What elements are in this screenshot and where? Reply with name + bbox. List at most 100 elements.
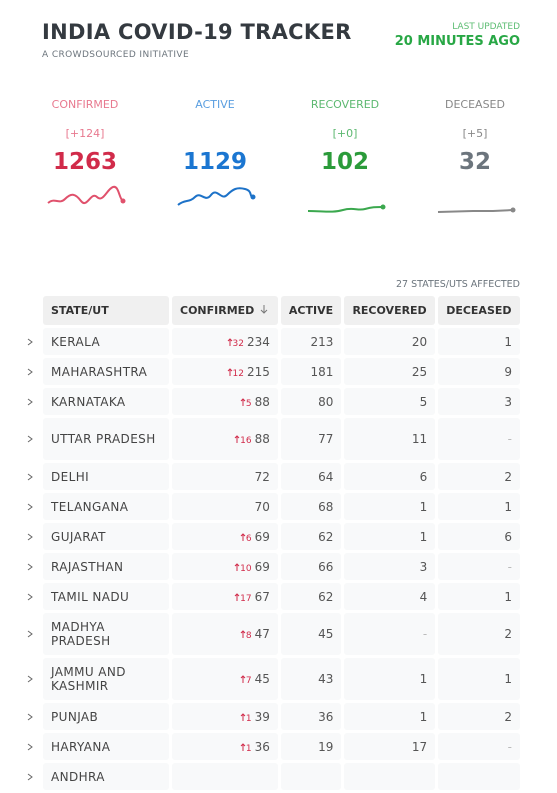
state-cell: KARNATAKA [27,388,169,415]
active-cell: 62 [280,583,342,610]
cell-value: 19 [318,739,334,754]
confirmed-cell: 1 36 [172,733,278,760]
summary-card: DECEASED [+5] 32 [410,98,540,217]
updated-label: LAST UPDATED [452,22,520,32]
delta-value: 1 [245,713,252,724]
delta: 16 [234,435,252,446]
sort-icon [260,305,268,314]
state-row: UTTAR PRADESH 16 88 77 11 - [27,418,520,460]
cell-value: 1 [419,672,428,686]
state-name: UTTAR PRADESH [51,432,156,446]
state-row: TELANGANA 70 68 1 1 [27,493,520,520]
delta: 5 [240,397,252,409]
up-arrow [240,712,246,721]
column-header: CONFIRMED [172,296,278,325]
cell-value: 3 [504,394,512,409]
cell-value: 1 [419,529,428,544]
state-row: JAMMU AND KASHMIR 7 45 43 1 1 [27,658,520,700]
delta-value: 17 [240,593,252,604]
active-cell: 36 [280,703,342,730]
confirmed-cell: 70 [172,493,278,520]
state-cell: RAJASTHAN [27,553,169,580]
confirmed-cell: 12 215 [172,358,278,385]
chevron [27,398,33,405]
state-cell: DELHI [27,463,169,490]
chevron [27,368,33,375]
expand-icon [27,630,33,638]
cell-value: 1 [504,589,512,604]
state-cell: JAMMU AND KASHMIR [27,658,169,700]
deceased-cell: 1 [438,658,520,700]
expand-icon [27,675,33,683]
state-name: TAMIL NADU [51,589,130,604]
delta-value: 16 [240,436,252,446]
card-label: RECOVERED [310,98,380,111]
cell-value: 70 [254,499,270,514]
cell-value: 3 [419,559,428,574]
arrow [234,592,240,601]
deceased-cell: 1 [438,493,520,520]
summary: CONFIRMED [+124] 1263 ACTIVE 1129 RECOVERED [+… [20,98,540,217]
active-cell: 43 [280,658,342,700]
up-arrow [240,675,246,683]
recovered-cell: 25 [344,358,436,385]
cell-value: 181 [310,364,334,379]
delta-value: 10 [240,563,252,574]
active-cell: 77 [280,418,342,460]
card-delta: [+5] [462,127,488,140]
cell-value: 66 [318,559,334,574]
cell-value: 45 [254,672,270,686]
arrow [240,675,246,683]
updated-value: 20 MINUTES AGO [394,34,520,49]
confirmed-cell: 32 234 [172,328,278,355]
state-name: MADHYA PRADESH [51,620,111,648]
chevron [27,503,33,510]
recovered-cell: 20 [344,328,436,355]
cell-value: - [422,627,428,641]
title: INDIA COVID-19 TRACKER [42,20,352,44]
chevron [27,473,33,480]
card-value: 1263 [52,149,117,175]
card-label: CONFIRMED [51,98,119,111]
cell-value: 20 [411,334,428,349]
cell-value: 62 [318,529,334,544]
cell-value: 2 [504,469,512,484]
deceased-cell: 1 [438,328,520,355]
card-label: ACTIVE [195,98,235,111]
confirmed-cell: 5 88 [172,388,278,415]
state-cell: MAHARASHTRA [27,358,169,385]
state-name: KARNATAKA [51,394,126,409]
active-cell: 62 [280,523,342,550]
cell-value: 215 [246,364,270,379]
sparkline-dot [380,204,385,210]
card-value: 1129 [182,149,247,175]
active-cell: 45 [280,613,342,655]
up-arrow [240,630,246,638]
sparkline [307,204,385,213]
cell-value: - [507,432,512,446]
confirmed-cell: 6 69 [172,523,278,550]
sparkline-path [176,187,253,206]
state-cell: GUJARAT [27,523,169,550]
cell-value: 9 [504,364,512,379]
cell-value: 36 [318,709,334,724]
cell-value: 5 [419,394,428,409]
chevron [27,713,33,720]
sparkline-path [46,185,124,204]
state-cell: PUNJAB [27,703,169,730]
recovered-cell: 6 [344,463,436,490]
state-name: KERALA [51,334,101,349]
summary-card: RECOVERED [+0] 102 [280,98,410,217]
cell-value: 213 [310,334,334,349]
delta-value: 8 [245,631,252,641]
state-table: STATE/UT CONFIRMED ACTIVE RECOVERED DECEASED… [27,293,523,793]
chevron [27,533,33,540]
card-value: 102 [320,149,369,175]
state-row: ANDHRA [27,763,520,790]
state-row: HARYANA 1 36 19 17 - [27,733,520,760]
deceased-cell [438,763,520,790]
delta: 17 [234,592,252,604]
column-title: RECOVERED [352,304,427,317]
sparkline [437,207,515,213]
state-cell: KERALA [27,328,169,355]
